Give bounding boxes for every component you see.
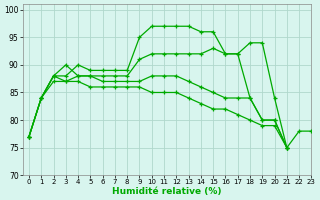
X-axis label: Humidité relative (%): Humidité relative (%)	[112, 187, 222, 196]
